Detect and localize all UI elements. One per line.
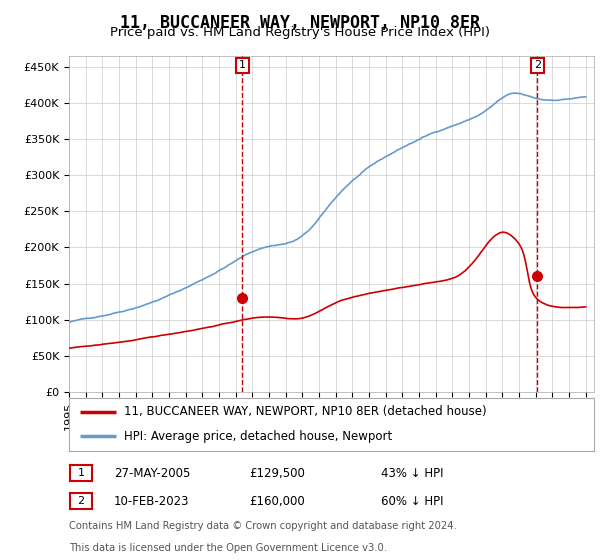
Text: 60% ↓ HPI: 60% ↓ HPI	[381, 494, 443, 508]
Text: 1: 1	[77, 468, 85, 478]
Text: Price paid vs. HM Land Registry's House Price Index (HPI): Price paid vs. HM Land Registry's House …	[110, 26, 490, 39]
Text: 2: 2	[77, 496, 85, 506]
Text: 27-MAY-2005: 27-MAY-2005	[114, 466, 190, 480]
Text: Contains HM Land Registry data © Crown copyright and database right 2024.: Contains HM Land Registry data © Crown c…	[69, 521, 457, 531]
Text: 43% ↓ HPI: 43% ↓ HPI	[381, 466, 443, 480]
Text: 11, BUCCANEER WAY, NEWPORT, NP10 8ER: 11, BUCCANEER WAY, NEWPORT, NP10 8ER	[120, 14, 480, 32]
Text: 2: 2	[534, 60, 541, 71]
Text: This data is licensed under the Open Government Licence v3.0.: This data is licensed under the Open Gov…	[69, 543, 387, 553]
Text: 11, BUCCANEER WAY, NEWPORT, NP10 8ER (detached house): 11, BUCCANEER WAY, NEWPORT, NP10 8ER (de…	[124, 405, 487, 418]
Text: HPI: Average price, detached house, Newport: HPI: Average price, detached house, Newp…	[124, 430, 392, 443]
Text: £129,500: £129,500	[249, 466, 305, 480]
Text: 1: 1	[239, 60, 246, 71]
Text: 10-FEB-2023: 10-FEB-2023	[114, 494, 190, 508]
Text: £160,000: £160,000	[249, 494, 305, 508]
